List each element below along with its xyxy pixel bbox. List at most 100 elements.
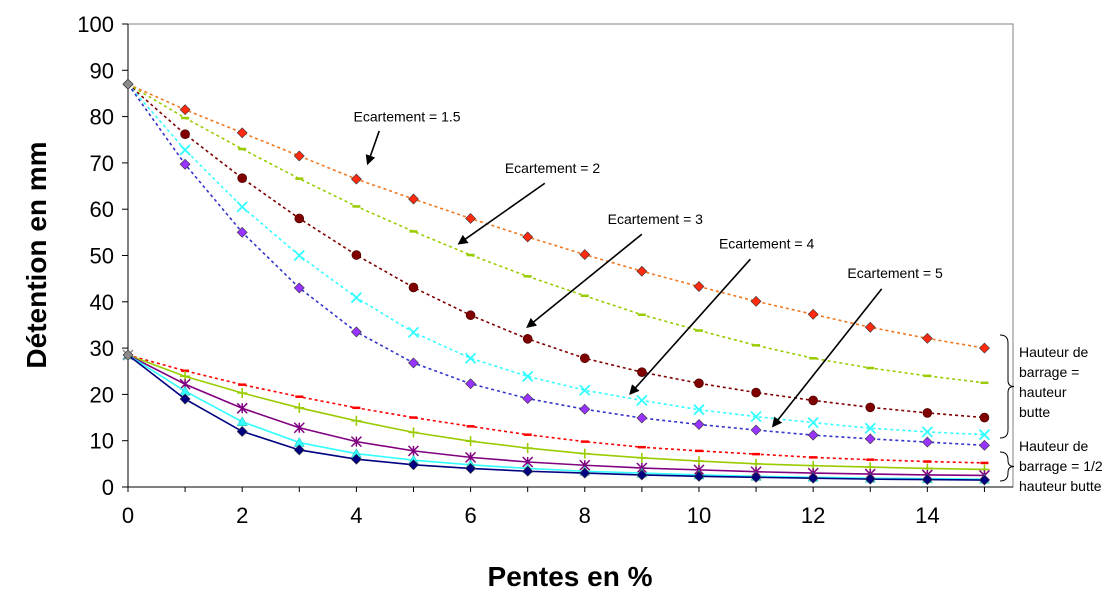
data-point [637,367,647,377]
series-line [127,354,985,480]
data-point [693,456,704,467]
group-label-line: Hauteur de [1019,438,1088,454]
data-point [579,353,590,364]
series-line [127,83,985,349]
data-point [921,474,933,486]
group-label-line: Hauteur de [1019,344,1088,360]
annotation-layer: Ecartement = 1.5 Ecartement = 2 Ecartement… [354,109,943,428]
annotation-arrow [457,182,546,245]
annotation-label: Ecartement = 1.5 [354,109,461,125]
data-point [408,357,419,369]
y-tick-label: 100 [77,12,114,37]
data-point [807,417,819,429]
data-point [350,173,362,185]
data-point [236,402,248,414]
data-point [236,201,248,213]
data-point [522,443,533,454]
series-line [127,354,985,471]
data-point [522,465,534,477]
data-point [407,326,420,338]
data-point [921,426,933,438]
data-point [921,332,933,344]
data-point [351,415,362,426]
series-half-9 [122,349,990,486]
data-point [636,412,648,424]
data-point [693,470,705,482]
data-point [978,429,991,441]
data-point [864,422,876,434]
series-line [127,83,985,447]
data-point [179,104,191,116]
data-point [522,370,534,382]
data-point [237,388,248,399]
group-label-layer: Hauteur de barrage = hauteur butte Hauteur d… [999,334,1103,494]
data-point [465,213,477,224]
data-point [922,408,933,418]
series-line [127,354,985,477]
data-point [579,448,590,459]
data-point [522,393,534,404]
plot-area [127,23,1014,488]
data-point [179,158,191,170]
data-point [293,282,305,294]
data-point [522,334,533,344]
data-point [579,403,591,415]
data-point [808,395,818,406]
data-point [408,459,419,471]
data-point [465,310,476,321]
y-tick-label: 40 [90,290,114,315]
x-tick-label: 4 [350,503,362,528]
data-point [865,402,876,413]
data-point [294,213,305,224]
data-point [180,129,190,139]
data-point [465,463,477,474]
data-point [807,429,819,441]
data-point [579,384,591,396]
y-tick-label: 50 [90,244,114,269]
annotation-arrow [629,258,751,395]
data-point [408,427,419,438]
data-point [979,342,990,354]
annotation-arrow [771,288,883,428]
series-line [127,354,985,464]
data-point [350,291,363,304]
data-point [750,424,762,436]
x-tick-label: 0 [122,503,134,528]
data-point [293,150,305,162]
y-tick-label: 0 [102,475,114,500]
annotation-arrow [526,233,643,329]
data-point [864,321,876,333]
data-point [807,308,819,320]
data-point [122,349,134,361]
data-point [465,378,477,390]
data-point [979,412,990,423]
series-line [127,354,985,481]
x-tick-label: 14 [915,503,939,528]
axes: 0 10 20 30 40 50 60 70 80 90 100 0 2 4 6 8 10 12 14 [77,12,1013,528]
data-point [179,144,191,156]
group-brace [999,451,1015,482]
data-point [407,445,420,457]
x-axis-title: Pentes en % [488,561,653,592]
series-line [127,83,985,384]
y-tick-label: 90 [90,58,114,83]
data-point [350,326,362,338]
y-tick-label: 30 [90,336,114,361]
series-half-6 [123,350,990,475]
series-line [127,83,985,436]
data-point [864,473,876,485]
data-point [636,469,648,481]
data-point [579,249,591,260]
data-point [236,426,248,437]
data-point [294,402,305,413]
data-point [694,378,704,389]
data-point [522,231,534,243]
annotation-label: Ecartement = 3 [608,211,704,227]
y-tick-label: 10 [90,429,114,454]
annotation-label: Ecartement = 2 [505,160,601,176]
group-label-line: butte [1019,404,1050,420]
data-point [179,393,191,405]
data-point [579,467,591,479]
data-point [979,474,990,486]
